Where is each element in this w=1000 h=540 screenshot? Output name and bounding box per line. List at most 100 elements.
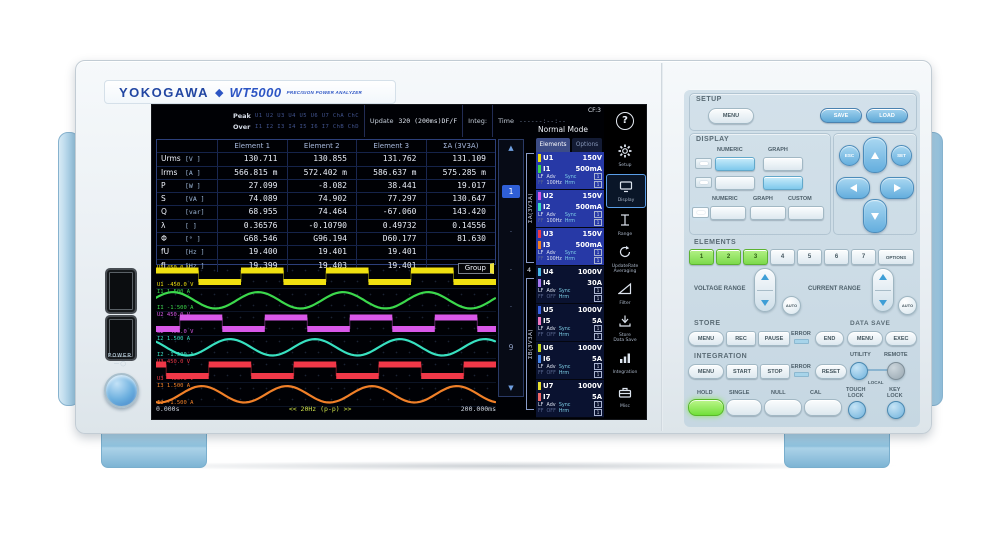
tab-elements[interactable]: Elements — [536, 138, 570, 152]
elements-label: ELEMENTS — [694, 239, 737, 246]
current-auto-button[interactable]: AUTO — [898, 296, 917, 315]
single-button[interactable] — [726, 399, 762, 416]
data-save-menu-button[interactable]: MENU — [847, 331, 883, 346]
integration-menu-button[interactable]: MENU — [688, 364, 724, 379]
range-menu-item[interactable]: Range — [606, 208, 644, 240]
page-selector[interactable]: ▲ 1 · · · 9 ▼ — [498, 139, 524, 397]
element-block-1[interactable]: U1 150V I1 500mA LF FF Adv 100Hz Sync Hrm 1 1 — [536, 152, 604, 190]
element-block-6[interactable]: U6 1000V I6 5A LF FF Adv OFF Sync Hrm 1 1 — [536, 342, 604, 380]
trace-top-label: I3 1.500 A — [157, 382, 191, 389]
lcd-screen[interactable]: Peak U1 U2 U3 U4 U5 U6 U7 ChA ChC Over I… — [151, 104, 647, 420]
channel-color-chip — [538, 354, 541, 363]
update-menu-item[interactable]: UpdateRate Averaging — [606, 243, 644, 275]
zone2-numeric-button[interactable] — [715, 176, 755, 190]
element-block-7[interactable]: U7 1000V I7 5A LF FF Adv OFF Sync Hrm 1 1 — [536, 380, 604, 418]
voltage-range-rocker[interactable] — [754, 268, 776, 312]
integration-stop-button[interactable]: STOP — [760, 364, 790, 379]
channel-name: I5 — [543, 316, 551, 325]
power-button[interactable] — [104, 373, 139, 408]
arrow-right-button[interactable] — [880, 177, 914, 199]
usb-port-2[interactable] — [105, 315, 137, 361]
hrm-label: Hrm — [558, 408, 569, 414]
channel-name: U7 — [543, 382, 554, 391]
channel-color-chip — [538, 316, 541, 325]
integration-reset-button[interactable]: RESET — [815, 364, 847, 379]
options-button[interactable]: OPTIONS — [878, 249, 914, 265]
set-button[interactable]: SET — [891, 145, 912, 166]
waveform-display: Group U1 450.0 V U1 -450.0 V I1 1.500 A I1 … — [154, 263, 497, 407]
setup-menu-button[interactable]: MENU — [708, 108, 754, 124]
display-menu-item[interactable]: Display — [606, 173, 646, 208]
tab-options[interactable]: Options — [572, 138, 602, 152]
arrow-left-button[interactable] — [836, 177, 870, 199]
measurement-value: -8.082 — [286, 179, 357, 193]
setup-menu-item[interactable]: Setup — [606, 139, 644, 171]
zone1-graph-button[interactable] — [763, 157, 803, 171]
group-cursor-label[interactable]: Group — [457, 263, 494, 274]
help-icon[interactable]: ? — [616, 112, 634, 130]
voltage-auto-button[interactable]: AUTO — [782, 296, 801, 315]
element-settings-line: LF FF Adv OFF Sync Hrm 1 1 — [538, 325, 602, 340]
display-zone2-key[interactable] — [695, 177, 712, 188]
element-key-5[interactable]: 5 — [797, 249, 822, 265]
element-block-4[interactable]: U4 1000V I4 30A LF FF Adv OFF Sync Hrm 1 1 — [536, 266, 604, 304]
element-key-3[interactable]: 3 — [743, 249, 768, 265]
table-header-cell: Element 2 — [286, 140, 357, 153]
current-range-rocker[interactable] — [872, 268, 894, 312]
misc-menu-item[interactable]: Misc — [606, 381, 644, 413]
custom-graph-button[interactable] — [750, 206, 786, 220]
custom-numeric-button[interactable] — [710, 206, 746, 220]
arrow-up-button[interactable] — [863, 137, 887, 173]
filter-menu-item[interactable]: Filter — [606, 277, 644, 309]
display-zone3-key[interactable] — [692, 207, 709, 218]
model-subtitle: PRECISION POWER ANALYZER — [286, 89, 363, 95]
zone1-numeric-button[interactable] — [715, 157, 755, 171]
load-button[interactable]: LOAD — [866, 108, 908, 123]
element-block-5[interactable]: U5 1000V I5 5A LF FF Adv OFF Sync Hrm 1 1 — [536, 304, 604, 342]
data-save-exec-button[interactable]: EXEC — [885, 331, 917, 346]
hrm-label: Hrm — [564, 180, 575, 186]
store-end-button[interactable]: END — [815, 331, 844, 346]
display-zone1-key[interactable] — [695, 158, 712, 169]
remote-button[interactable] — [887, 362, 905, 380]
arrow-down-button[interactable] — [863, 199, 887, 233]
element-key-4[interactable]: 4 — [770, 249, 795, 265]
element-key-1[interactable]: 1 — [689, 249, 714, 265]
page-up-icon[interactable]: ▲ — [508, 144, 514, 152]
store-menu-button[interactable]: MENU — [688, 331, 724, 346]
page-down-icon[interactable]: ▼ — [508, 384, 514, 392]
element-block-2[interactable]: U2 150V I2 500mA LF FF Adv 100Hz Sync Hrm 1 1 — [536, 190, 604, 228]
custom-custom-button[interactable] — [788, 206, 824, 220]
key-lock-button[interactable] — [887, 401, 905, 419]
zone2-graph-button[interactable] — [763, 176, 803, 190]
save-button[interactable]: SAVE — [820, 108, 862, 123]
hold-button[interactable] — [688, 399, 724, 416]
integration-start-button[interactable]: START — [726, 364, 758, 379]
ff-label: FF — [538, 294, 544, 300]
store-menu-item[interactable]: Store Data Save — [606, 312, 644, 344]
element-block-3[interactable]: U3 150V I3 500mA LF FF Adv 100Hz Sync Hrm 1 1 — [536, 228, 604, 266]
null-button[interactable] — [764, 399, 802, 416]
element-key-2[interactable]: 2 — [716, 249, 741, 265]
channel-line: U1 150V — [538, 153, 602, 164]
trace-bottom-label: U1 -450.0 V — [157, 281, 194, 288]
measurement-value: 575.285 m — [425, 166, 496, 179]
ff-label: FF — [538, 180, 544, 186]
integration-menu-item[interactable]: Integration — [606, 346, 644, 378]
esc-button[interactable]: ESC — [839, 145, 860, 166]
store-rec-button[interactable]: REC — [726, 331, 756, 346]
sync-badge: 1 — [594, 211, 602, 218]
channel-range: 150V — [582, 154, 602, 163]
utility-button[interactable] — [850, 362, 868, 380]
element-key-7[interactable]: 7 — [851, 249, 876, 265]
element-settings-line: LF FF Adv OFF Sync Hrm 1 1 — [538, 401, 602, 416]
usb-port-1[interactable] — [105, 268, 137, 314]
element-key-6[interactable]: 6 — [824, 249, 849, 265]
measurement-value: 77.297 — [356, 193, 426, 206]
touch-lock-button[interactable] — [848, 401, 866, 419]
store-pause-button[interactable]: PAUSE — [758, 331, 790, 346]
lf-label: LF — [538, 289, 544, 294]
channel-name: U3 — [543, 230, 554, 239]
cal-button[interactable] — [804, 399, 842, 416]
